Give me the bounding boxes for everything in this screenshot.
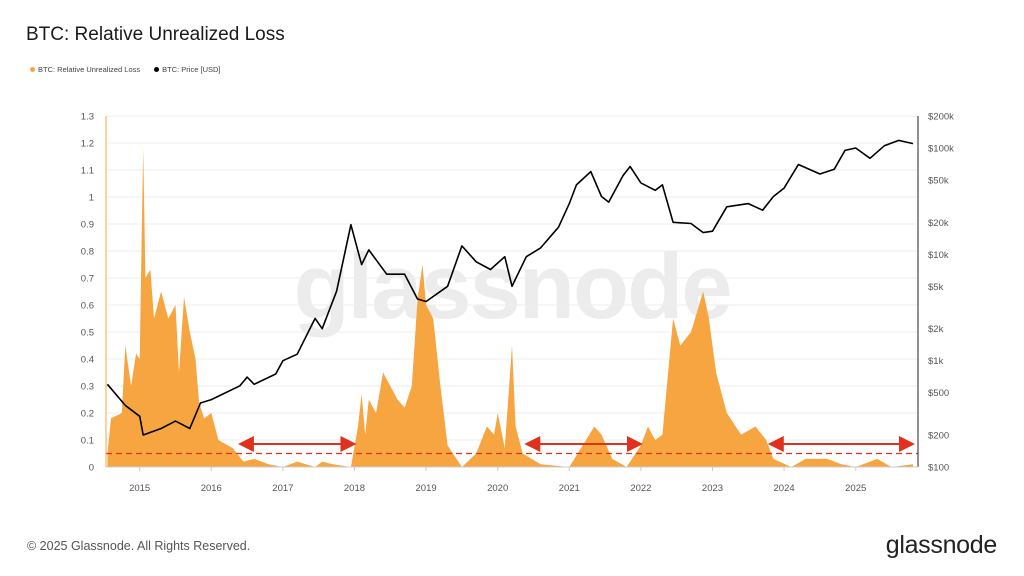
y-left-tick-label: 0.6 (81, 301, 94, 312)
legend-swatch-loss (30, 67, 35, 72)
y-right-tick-label: $20k (928, 218, 949, 229)
y-right-tick-label: $50k (928, 176, 949, 187)
y-right-tick-label: $200 (928, 430, 949, 441)
y-left-tick-label: 0.7 (81, 274, 94, 285)
y-right-tick-label: $5k (928, 282, 944, 293)
chart-title: BTC: Relative Unrealized Loss (26, 24, 285, 45)
y-left-tick-label: 1.3 (81, 112, 94, 123)
x-tick-label: 2025 (845, 483, 866, 494)
y-right-tick-label: $1k (928, 356, 944, 367)
x-tick-label: 2022 (630, 483, 651, 494)
copyright: © 2025 Glassnode. All Rights Reserved. (27, 539, 251, 553)
price-line (106, 139, 914, 436)
x-tick-label: 2017 (272, 483, 293, 494)
loss-area (107, 148, 913, 467)
legend: BTC: Relative Unrealized Loss BTC: Price… (30, 65, 220, 74)
legend-label-loss: BTC: Relative Unrealized Loss (38, 65, 141, 74)
legend-item-loss[interactable]: BTC: Relative Unrealized Loss (30, 65, 140, 74)
legend-item-price[interactable]: BTC: Price [USD] (154, 65, 220, 74)
legend-label-price: BTC: Price [USD] (162, 65, 221, 74)
y-left-tick-label: 0.3 (81, 382, 94, 393)
x-tick-label: 2020 (487, 483, 508, 494)
y-left-tick-label: 1 (89, 193, 94, 204)
y-left-tick-label: 0.8 (81, 247, 94, 258)
y-right-tick-label: $500 (928, 388, 949, 399)
y-right-tick-label: $100 (928, 463, 949, 474)
x-tick-label: 2016 (201, 483, 222, 494)
y-left-tick-label: 0.4 (81, 355, 94, 366)
y-right-tick-label: $200k (928, 112, 954, 123)
x-tick-label: 2024 (774, 483, 795, 494)
y-left-tick-label: 0.1 (81, 436, 94, 447)
y-left-tick-label: 0 (89, 463, 94, 474)
x-tick-label: 2023 (702, 483, 723, 494)
x-tick-label: 2021 (559, 483, 580, 494)
y-left-tick-label: 0.9 (81, 220, 94, 231)
y-left-tick-label: 1.2 (81, 139, 94, 150)
legend-swatch-price (154, 67, 160, 72)
x-tick-label: 2019 (416, 483, 437, 494)
y-left-tick-label: 0.2 (81, 409, 94, 420)
y-right-tick-label: $10k (928, 250, 949, 261)
x-tick-label: 2018 (344, 483, 365, 494)
y-right-tick-label: $100k (928, 144, 954, 155)
y-right-tick-label: $2k (928, 324, 944, 335)
y-left-tick-label: 0.5 (81, 328, 94, 339)
x-tick-label: 2015 (129, 483, 150, 494)
y-left-tick-label: 1.1 (81, 166, 94, 177)
glassnode-logo: glassnode (885, 531, 998, 559)
